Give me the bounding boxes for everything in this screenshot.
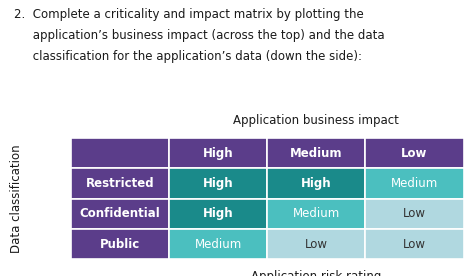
Bar <box>169 138 267 168</box>
Text: 2.  Complete a criticality and impact matrix by plotting the: 2. Complete a criticality and impact mat… <box>14 8 364 21</box>
Text: Low: Low <box>403 238 426 251</box>
Bar <box>71 199 169 229</box>
Bar <box>169 168 267 199</box>
Bar <box>267 168 365 199</box>
Text: Medium: Medium <box>293 207 340 221</box>
Text: Restricted: Restricted <box>86 177 154 190</box>
Text: Application risk rating: Application risk rating <box>251 270 382 276</box>
Bar <box>71 229 169 259</box>
Text: Low: Low <box>305 238 328 251</box>
Bar <box>365 138 464 168</box>
Text: High: High <box>301 177 332 190</box>
Text: Medium: Medium <box>290 147 342 160</box>
Text: Application business impact: Application business impact <box>233 114 399 128</box>
Bar <box>365 229 464 259</box>
Text: classification for the application’s data (down the side):: classification for the application’s dat… <box>14 50 362 63</box>
Bar <box>267 229 365 259</box>
Bar <box>365 199 464 229</box>
Text: Data classification: Data classification <box>10 144 24 253</box>
Text: Medium: Medium <box>194 238 242 251</box>
Bar <box>365 168 464 199</box>
Text: Medium: Medium <box>391 177 438 190</box>
Text: Low: Low <box>403 207 426 221</box>
Text: Public: Public <box>100 238 140 251</box>
Bar <box>71 138 169 168</box>
Text: High: High <box>203 207 234 221</box>
Text: High: High <box>203 177 234 190</box>
Bar <box>267 138 365 168</box>
Text: High: High <box>203 147 234 160</box>
Text: Confidential: Confidential <box>79 207 160 221</box>
Text: application’s business impact (across the top) and the data: application’s business impact (across th… <box>14 29 385 42</box>
Bar <box>169 199 267 229</box>
Bar <box>169 229 267 259</box>
Text: Low: Low <box>401 147 428 160</box>
Bar <box>71 168 169 199</box>
Bar <box>267 199 365 229</box>
